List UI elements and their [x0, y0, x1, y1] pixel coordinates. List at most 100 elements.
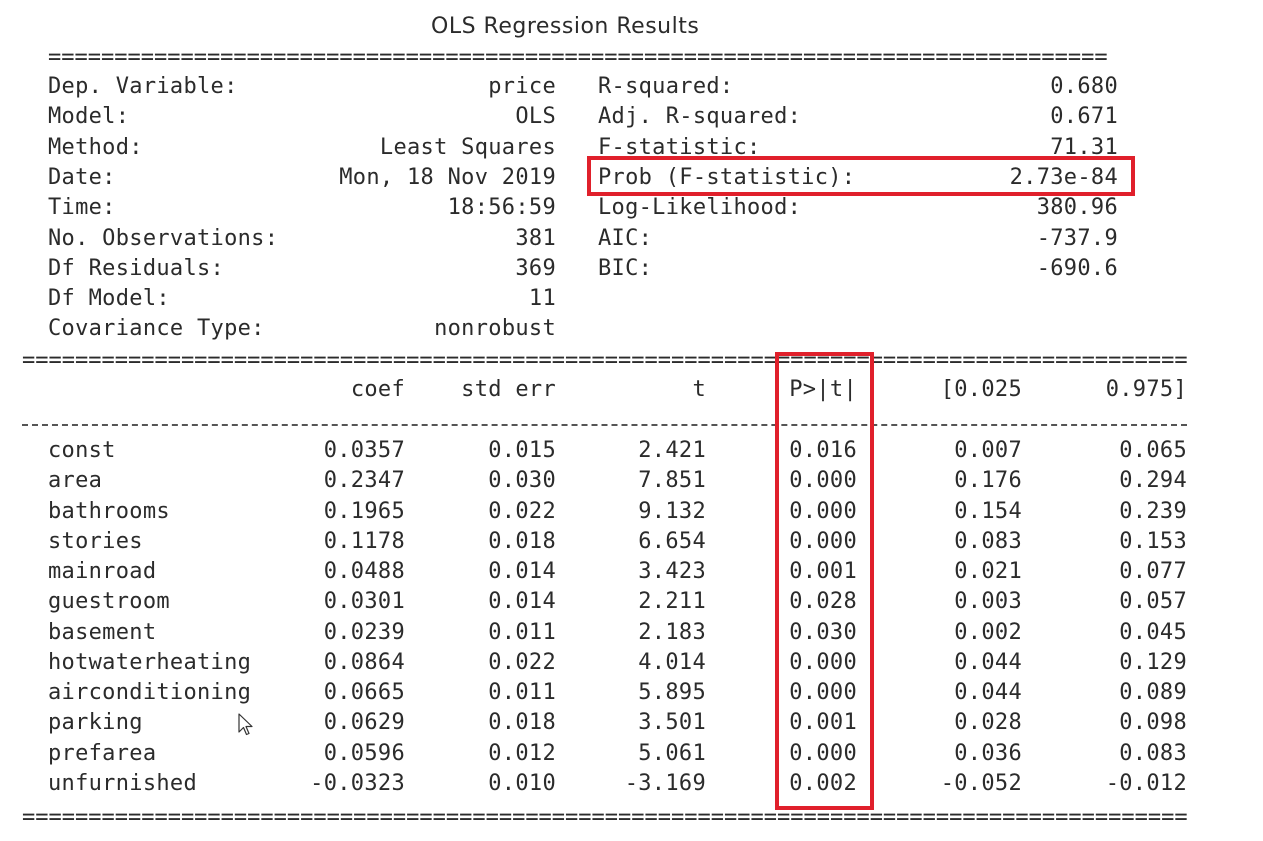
table-cell: -0.052	[940, 770, 1022, 796]
summary-right-label: Adj. R-squared:	[598, 104, 802, 130]
summary-left-value: 381	[515, 225, 556, 251]
table-cell: 0.000	[789, 649, 857, 675]
table-cell: 0.0629	[323, 710, 405, 736]
table-cell: 0.000	[789, 680, 857, 705]
table-cell: 0.083	[954, 528, 1022, 554]
table-cell: 5.061	[638, 740, 706, 766]
summary-left-value: OLS	[515, 104, 556, 130]
summary-right-label: AIC:	[598, 225, 653, 251]
row-variable-name: const	[48, 438, 116, 463]
table-cell: 3.501	[638, 710, 706, 736]
table-cell: 0.022	[488, 649, 556, 675]
table-cell: 0.0357	[323, 438, 405, 463]
table-cell: -3.169	[624, 770, 706, 796]
table-cell: 0.077	[1119, 559, 1187, 584]
table-cell: 0.057	[1119, 589, 1187, 615]
table-cell: 4.014	[638, 649, 706, 675]
table-cell: 0.1178	[323, 528, 405, 554]
table-cell: 0.018	[488, 710, 556, 736]
row-variable-name: area	[48, 468, 103, 494]
table-cell: 6.654	[638, 528, 706, 554]
table-cell: 0.014	[488, 589, 556, 615]
summary-right-label: Prob (F-statistic):	[598, 164, 856, 190]
row-variable-name: guestroom	[48, 589, 170, 615]
rule-top: ========================================…	[48, 50, 1108, 66]
summary-left-label: Model:	[48, 104, 130, 130]
table-cell: 0.0596	[323, 740, 405, 766]
summary-right-label: R-squared:	[598, 74, 734, 99]
summary-right-value: 71.31	[1050, 134, 1118, 160]
highlight-box-p-column	[775, 352, 874, 810]
table-cell: 0.154	[954, 498, 1022, 524]
row-variable-name: mainroad	[48, 559, 157, 584]
summary-left-value: 369	[515, 255, 556, 281]
table-cell: 0.000	[789, 528, 857, 554]
table-cell: 0.000	[789, 498, 857, 524]
page-title: OLS Regression Results	[431, 14, 700, 39]
summary-right-label: BIC:	[598, 255, 653, 281]
summary-left-label: Dep. Variable:	[48, 74, 238, 99]
table-cell: 0.001	[789, 559, 857, 584]
table-cell: 0.083	[1119, 740, 1187, 766]
row-variable-name: prefarea	[48, 740, 157, 766]
summary-left-label: Time:	[48, 195, 116, 221]
table-cell: 0.028	[954, 710, 1022, 736]
summary-left-label: Df Model:	[48, 286, 170, 312]
summary-left-label: Method:	[48, 134, 143, 160]
table-cell: 0.010	[488, 770, 556, 796]
table-cell: 0.011	[488, 680, 556, 705]
table-cell: 0.028	[789, 589, 857, 615]
row-variable-name: unfurnished	[48, 770, 197, 796]
summary-left-value: nonrobust	[434, 316, 556, 342]
rule-dash	[22, 424, 1187, 428]
summary-left-label: Df Residuals:	[48, 255, 225, 281]
coef-header-cell: P>|t|	[789, 377, 857, 402]
row-variable-name: airconditioning	[48, 680, 252, 705]
table-cell: 0.002	[789, 770, 857, 796]
summary-left-value: Least Squares	[379, 134, 556, 160]
summary-left-value: 11	[528, 286, 556, 312]
table-cell: 0.129	[1119, 649, 1187, 675]
summary-left-label: No. Observations:	[48, 225, 279, 251]
table-cell: 0.000	[789, 468, 857, 494]
summary-right-label: F-statistic:	[598, 134, 761, 160]
coef-header-cell: coef	[350, 377, 405, 402]
mouse-pointer-icon	[238, 713, 253, 736]
table-cell: 0.098	[1119, 710, 1187, 736]
table-cell: 0.003	[954, 589, 1022, 615]
table-cell: 7.851	[638, 468, 706, 494]
row-variable-name: stories	[48, 528, 143, 554]
summary-right-value: -690.6	[1036, 255, 1118, 281]
table-cell: 0.089	[1119, 680, 1187, 705]
table-cell: 0.2347	[323, 468, 405, 494]
table-cell: 9.132	[638, 498, 706, 524]
summary-left-value: price	[488, 74, 556, 99]
table-cell: 0.001	[789, 710, 857, 736]
summary-right-label: Log-Likelihood:	[598, 195, 802, 221]
summary-right-value: 0.671	[1050, 104, 1118, 130]
table-cell: 5.895	[638, 680, 706, 705]
summary-right-value: -737.9	[1036, 225, 1118, 251]
summary-right-value: 2.73e-84	[1009, 164, 1118, 190]
table-cell: 0.021	[954, 559, 1022, 584]
table-cell: 0.239	[1119, 498, 1187, 524]
summary-left-value: Mon, 18 Nov 2019	[339, 164, 556, 190]
summary-left-value: 18:56:59	[447, 195, 556, 221]
table-cell: 3.423	[638, 559, 706, 584]
table-cell: -0.012	[1105, 770, 1187, 796]
table-cell: 0.045	[1119, 619, 1187, 645]
table-cell: 0.0239	[323, 619, 405, 645]
table-cell: -0.0323	[310, 770, 405, 796]
table-cell: 0.0665	[323, 680, 405, 705]
table-cell: 0.018	[488, 528, 556, 554]
row-variable-name: bathrooms	[48, 498, 170, 524]
table-cell: 0.036	[954, 740, 1022, 766]
coef-header-cell: 0.975]	[1105, 377, 1187, 402]
coef-header-cell: [0.025	[940, 377, 1022, 402]
table-cell: 0.1965	[323, 498, 405, 524]
table-cell: 0.0301	[323, 589, 405, 615]
table-cell: 0.007	[954, 438, 1022, 463]
table-cell: 0.002	[954, 619, 1022, 645]
row-variable-name: basement	[48, 619, 157, 645]
table-cell: 0.030	[488, 468, 556, 494]
